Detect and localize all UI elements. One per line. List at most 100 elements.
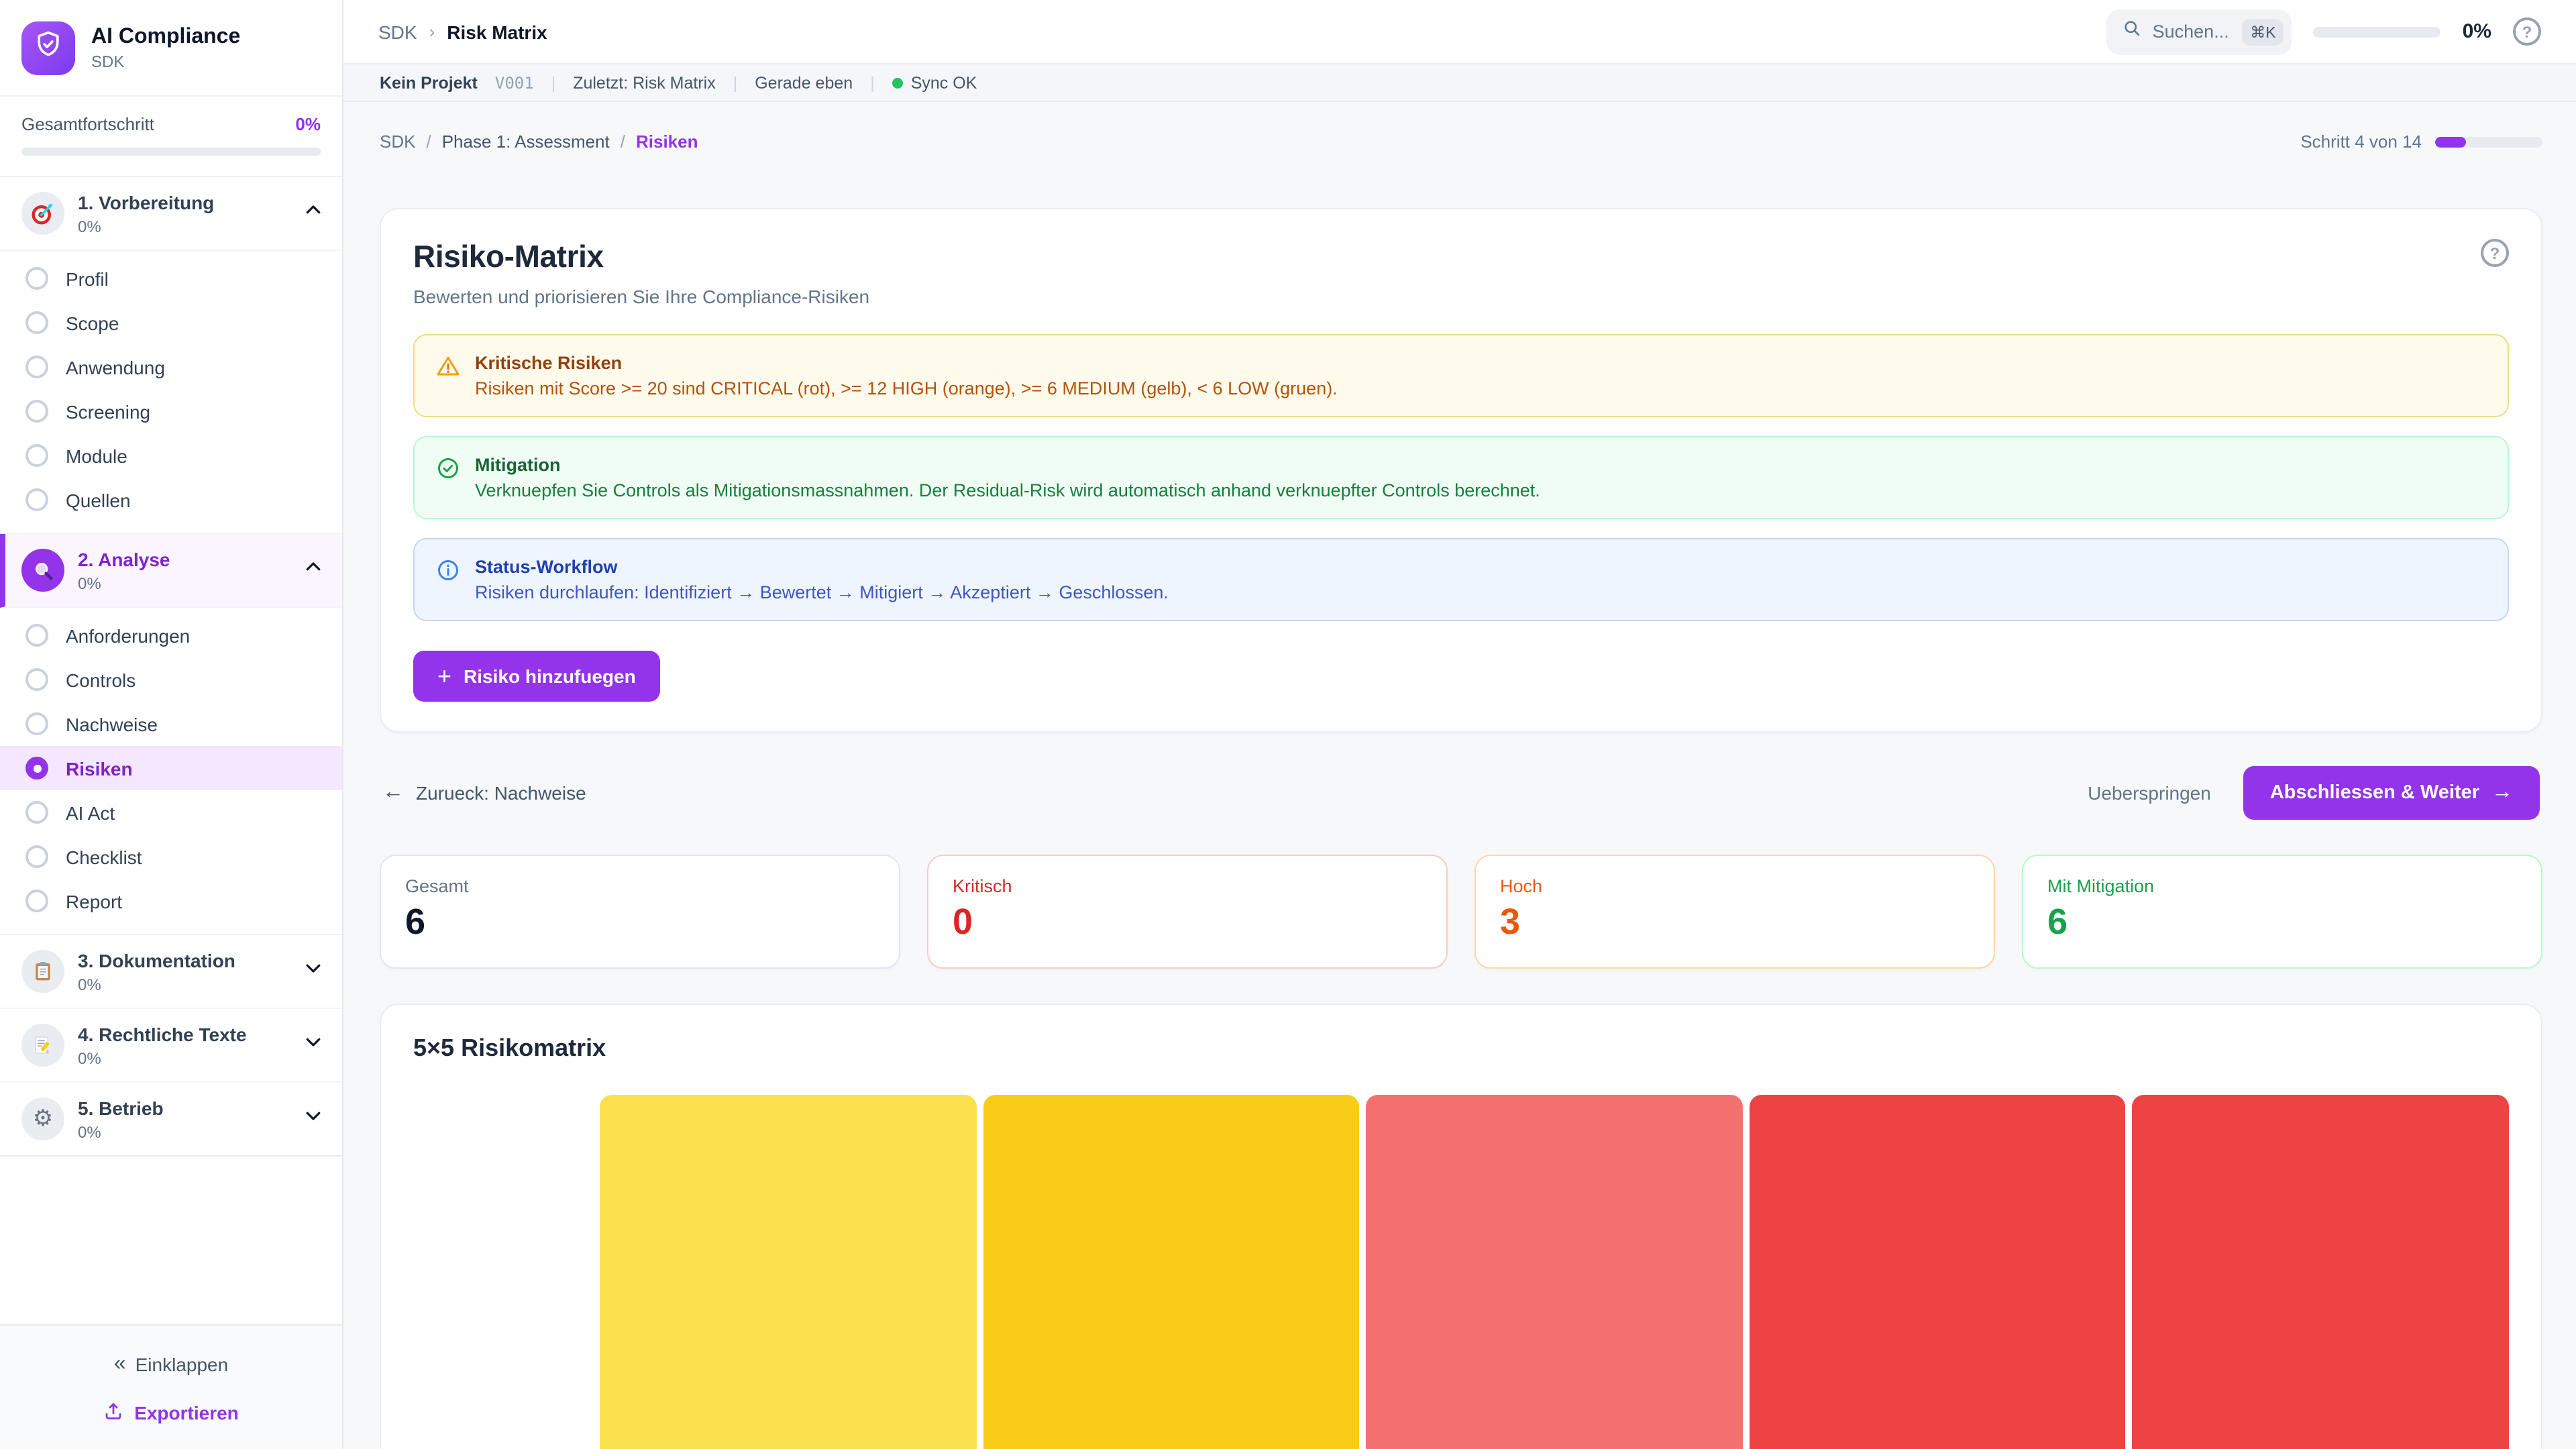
stat-card-mit-mitigation: Mit Mitigation 6 (2022, 855, 2542, 969)
complete-next-button[interactable]: Abschliessen & Weiter → (2243, 766, 2540, 820)
matrix-cell-5[interactable] (2132, 1094, 2509, 1449)
breadcrumb-phase[interactable]: Phase 1: Assessment (441, 131, 610, 152)
status-circle-icon (25, 267, 48, 290)
section-label: 2. Analyse (78, 548, 170, 570)
sidebar-item-ai-act[interactable]: AI Act (0, 790, 342, 835)
stat-card-gesamt: Gesamt 6 (380, 855, 900, 969)
search-input[interactable]: Suchen... ⌘K (2106, 9, 2292, 54)
overall-progress-value: 0% (295, 114, 321, 134)
shield-check-icon (34, 30, 63, 66)
sidebar-item-nachweise[interactable]: Nachweise (0, 702, 342, 746)
sidebar-item-controls[interactable]: Controls (0, 657, 342, 702)
overall-progress-label: Gesamtfortschritt (21, 114, 154, 134)
alert-mitigation: Mitigation Verknuepfen Sie Controls als … (413, 436, 2509, 519)
app-logo (21, 21, 75, 74)
status-circle-icon (25, 488, 48, 511)
risk-matrix-grid-card: 5×5 Risikomatrix (380, 1003, 2542, 1449)
sidebar-section-dokumentation[interactable]: 3. Dokumentation 0% (0, 935, 342, 1009)
app-subtitle: SDK (91, 52, 125, 72)
version-badge: V001 (494, 73, 534, 92)
sidebar-item-report[interactable]: Report (0, 879, 342, 923)
status-circle-icon (25, 668, 48, 691)
overall-progress-track (21, 148, 321, 156)
sidebar-item-anforderungen[interactable]: Anforderungen (0, 613, 342, 657)
sidebar-header: AI Compliance SDK (0, 0, 342, 97)
sidebar-item-profil[interactable]: Profil (0, 256, 342, 301)
help-icon[interactable]: ? (2513, 17, 2541, 46)
card-help-icon[interactable]: ? (2481, 239, 2509, 267)
step-progress-fill (2435, 136, 2467, 147)
arrow-right-icon: → (2491, 781, 2513, 804)
section-percent: 0% (78, 217, 101, 235)
sidebar-nav: 1. Vorbereitung 0% Profil Scope (0, 177, 342, 1324)
header-progress-track (2313, 26, 2441, 37)
risk-matrix-card: Risiko-Matrix ? Bewerten und priorisiere… (380, 208, 2542, 733)
sidebar: AI Compliance SDK Gesamtfortschritt 0% (0, 0, 343, 1449)
breadcrumb-current: Risk Matrix (447, 21, 547, 42)
breadcrumb-sdk[interactable]: SDK (380, 131, 416, 152)
sidebar-item-scope[interactable]: Scope (0, 301, 342, 345)
skip-button[interactable]: Ueberspringen (2088, 782, 2211, 804)
upload-icon (103, 1401, 123, 1425)
add-risk-button[interactable]: + Risiko hinzufuegen (413, 651, 660, 702)
back-button[interactable]: ← Zurueck: Nachweise (382, 781, 586, 804)
sync-status-text: Sync OK (910, 73, 977, 92)
sidebar-footer: « Einklappen Exportieren (0, 1324, 342, 1449)
status-circle-icon (25, 801, 48, 824)
chevron-up-icon (303, 200, 323, 227)
step-indicator: Schritt 4 von 14 (2300, 131, 2422, 152)
header-progress-value: 0% (2462, 20, 2491, 43)
top-header: SDK › Risk Matrix Suchen... ⌘K (343, 0, 2576, 64)
export-button[interactable]: Exportieren (21, 1387, 321, 1428)
clipboard-icon (21, 950, 64, 993)
page-breadcrumb-row: SDK / Phase 1: Assessment / Risiken Schr… (380, 131, 2542, 152)
sidebar-item-module[interactable]: Module (0, 433, 342, 478)
status-circle-icon (25, 356, 48, 378)
page-subtitle: Bewerten und priorisieren Sie Ihre Compl… (413, 286, 870, 307)
section-label: 4. Rechtliche Texte (78, 1023, 247, 1044)
section-label: 3. Dokumentation (78, 949, 235, 971)
matrix-cell-2[interactable] (983, 1094, 1360, 1449)
sync-status-dot (892, 77, 903, 88)
sidebar-item-risiken[interactable]: Risiken (0, 746, 342, 790)
sidebar-section-vorbereitung[interactable]: 1. Vorbereitung 0% (0, 177, 342, 251)
matrix-row (413, 1094, 2509, 1449)
sidebar-item-checklist[interactable]: Checklist (0, 835, 342, 879)
chevron-down-icon (303, 1106, 323, 1132)
sidebar-item-screening[interactable]: Screening (0, 389, 342, 433)
section-percent: 0% (78, 574, 101, 592)
section-percent: 0% (78, 975, 101, 994)
project-name: Kein Projekt (380, 73, 478, 92)
status-circle-icon (25, 311, 48, 334)
sidebar-section-rechtliche-texte[interactable]: 4. Rechtliche Texte 0% (0, 1009, 342, 1083)
matrix-cell-3[interactable] (1366, 1094, 1743, 1449)
sidebar-section-betrieb[interactable]: ⚙ 5. Betrieb 0% (0, 1083, 342, 1157)
target-icon (21, 192, 64, 235)
double-chevron-left-icon: « (113, 1352, 126, 1375)
status-circle-icon (25, 845, 48, 868)
gear-icon: ⚙ (21, 1097, 64, 1140)
matrix-row-label-spacer (413, 1094, 593, 1449)
arrow-left-icon: ← (382, 781, 404, 804)
search-icon (2123, 19, 2142, 44)
sidebar-item-quellen[interactable]: Quellen (0, 478, 342, 522)
breadcrumb-root[interactable]: SDK (378, 21, 417, 42)
matrix-cell-4[interactable] (1749, 1094, 2126, 1449)
status-circle-icon (25, 890, 48, 912)
stat-card-hoch: Hoch 3 (1474, 855, 1995, 969)
section-label: 5. Betrieb (78, 1097, 164, 1118)
search-placeholder: Suchen... (2152, 21, 2229, 42)
matrix-cell-1[interactable] (600, 1094, 977, 1449)
last-step-text: Zuletzt: Risk Matrix (573, 73, 716, 92)
status-bar: Kein Projekt V001 | Zuletzt: Risk Matrix… (343, 64, 2576, 102)
collapse-sidebar-button[interactable]: « Einklappen (113, 1352, 229, 1375)
alert-status-workflow: Status-Workflow Risiken durchlaufen: Ide… (413, 538, 2509, 621)
section-percent: 0% (78, 1122, 101, 1141)
sidebar-section-analyse[interactable]: 2. Analyse 0% (0, 534, 342, 608)
status-circle-icon (25, 444, 48, 467)
sidebar-item-anwendung[interactable]: Anwendung (0, 345, 342, 389)
check-circle-icon (436, 456, 460, 500)
breadcrumb-risiken: Risiken (636, 131, 698, 152)
overall-progress: Gesamtfortschritt 0% (0, 97, 342, 177)
